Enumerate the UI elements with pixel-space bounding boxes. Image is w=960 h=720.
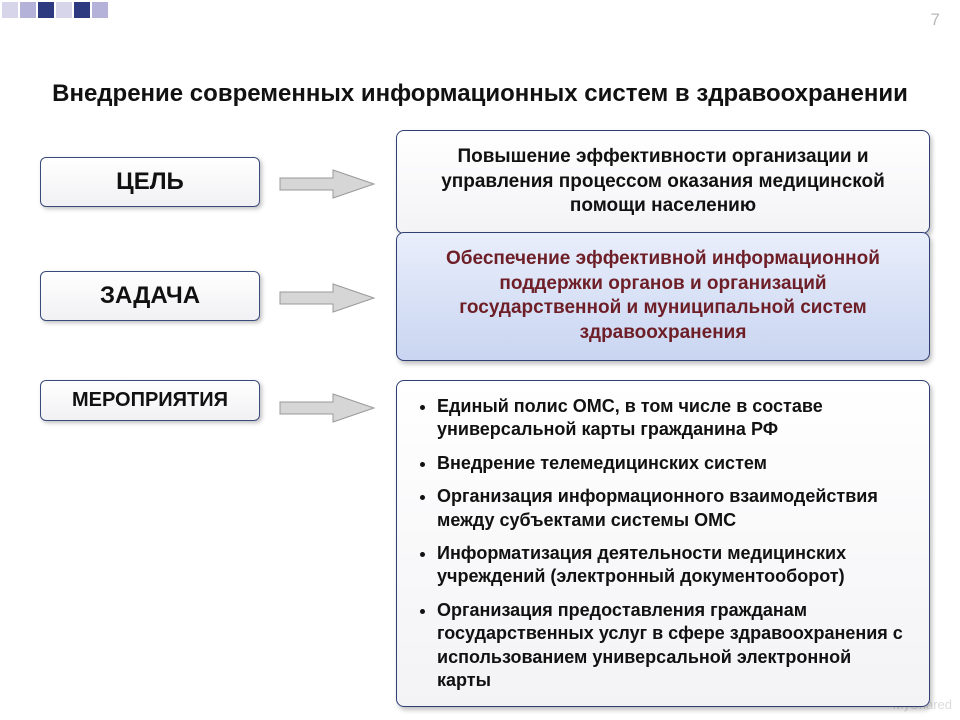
label-goal: ЦЕЛЬ xyxy=(40,157,260,207)
decorative-squares xyxy=(0,0,110,20)
activity-item: Организация предоставления гражданам гос… xyxy=(437,599,909,693)
activities-list: Единый полис ОМС, в том числе в составе … xyxy=(417,395,909,692)
activity-item: Единый полис ОМС, в том числе в составе … xyxy=(437,395,909,442)
deco-square xyxy=(56,2,72,18)
page-title: Внедрение современных информационных сис… xyxy=(0,80,960,108)
row-goal: ЦЕЛЬ Повышение эффективности организации… xyxy=(40,130,930,234)
deco-square xyxy=(92,2,108,18)
label-activities: МЕРОПРИЯТИЯ xyxy=(40,380,260,421)
row-activities: МЕРОПРИЯТИЯ Единый полис ОМС, в том числ… xyxy=(40,380,930,707)
arrow-icon xyxy=(278,380,378,426)
activity-item: Внедрение телемедицинских систем xyxy=(437,452,909,475)
arrow-icon xyxy=(278,162,378,202)
activity-item: Организация информационного взаимодейств… xyxy=(437,485,909,532)
deco-square xyxy=(74,2,90,18)
label-task: ЗАДАЧА xyxy=(40,271,260,321)
row-task: ЗАДАЧА Обеспечение эффективной информаци… xyxy=(40,232,930,361)
deco-square xyxy=(2,2,18,18)
arrow-icon xyxy=(278,276,378,316)
deco-square xyxy=(38,2,54,18)
content-goal: Повышение эффективности организации и уп… xyxy=(396,130,930,234)
deco-square xyxy=(20,2,36,18)
activity-item: Информатизация деятельности медицинских … xyxy=(437,542,909,589)
page-number: 7 xyxy=(931,10,940,30)
content-activities: Единый полис ОМС, в том числе в составе … xyxy=(396,380,930,707)
content-task: Обеспечение эффективной информационной п… xyxy=(396,232,930,361)
